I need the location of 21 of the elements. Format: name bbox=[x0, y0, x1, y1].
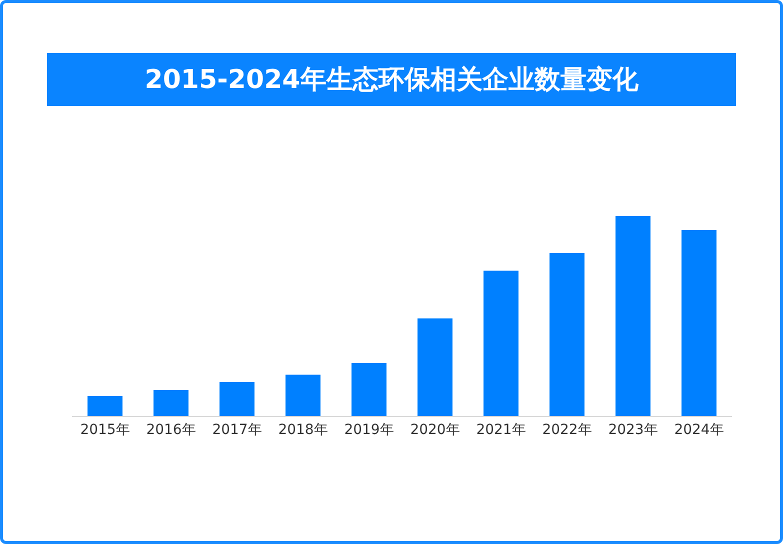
x-tick-label: 2018年 bbox=[278, 422, 328, 438]
bar bbox=[286, 374, 320, 416]
x-tick-label: 2022年 bbox=[542, 422, 592, 438]
x-tick-label: 2021年 bbox=[476, 422, 526, 438]
bar bbox=[352, 363, 386, 416]
x-tick-label: 2024年 bbox=[674, 422, 724, 438]
x-tick-label: 2019年 bbox=[344, 422, 394, 438]
x-tick-label: 2017年 bbox=[212, 422, 262, 438]
bar bbox=[484, 270, 518, 416]
bar bbox=[154, 390, 188, 416]
x-tick-label: 2020年 bbox=[410, 422, 460, 438]
bar bbox=[418, 318, 452, 416]
bar bbox=[682, 230, 716, 416]
bar bbox=[616, 216, 650, 416]
bar bbox=[550, 253, 584, 416]
bar bbox=[88, 396, 122, 416]
chart-title: 2015-2024年生态环保相关企业数量变化 bbox=[47, 53, 736, 106]
x-tick-label: 2023年 bbox=[608, 422, 658, 438]
x-tick-label: 2015年 bbox=[80, 422, 130, 438]
bar bbox=[220, 382, 254, 416]
x-tick-label: 2016年 bbox=[146, 422, 196, 438]
